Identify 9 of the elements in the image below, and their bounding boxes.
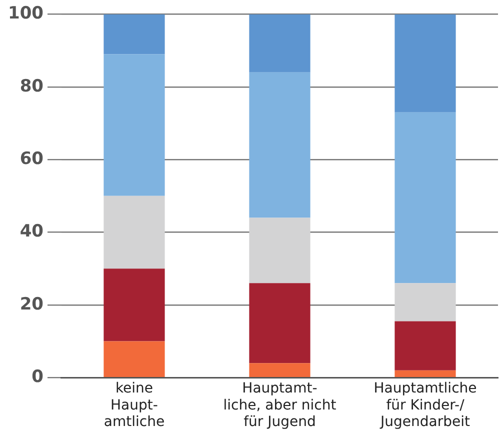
y-tick-label: 40 bbox=[20, 222, 44, 242]
y-tick-label: 20 bbox=[20, 294, 44, 314]
y-tick-label: 0 bbox=[32, 367, 44, 388]
y-tick-label: 80 bbox=[20, 76, 44, 96]
y-tick-label: 60 bbox=[20, 148, 44, 169]
x-tick-label: Hauptamtliche für Kinder-/ Jugendarbeit bbox=[374, 380, 477, 430]
y-tick-label: 100 bbox=[8, 4, 44, 24]
x-tick-label: Hauptamt- liche, aber nicht für Jugend bbox=[223, 380, 337, 430]
x-tick-label: keine Haupt- amtliche bbox=[104, 380, 165, 430]
